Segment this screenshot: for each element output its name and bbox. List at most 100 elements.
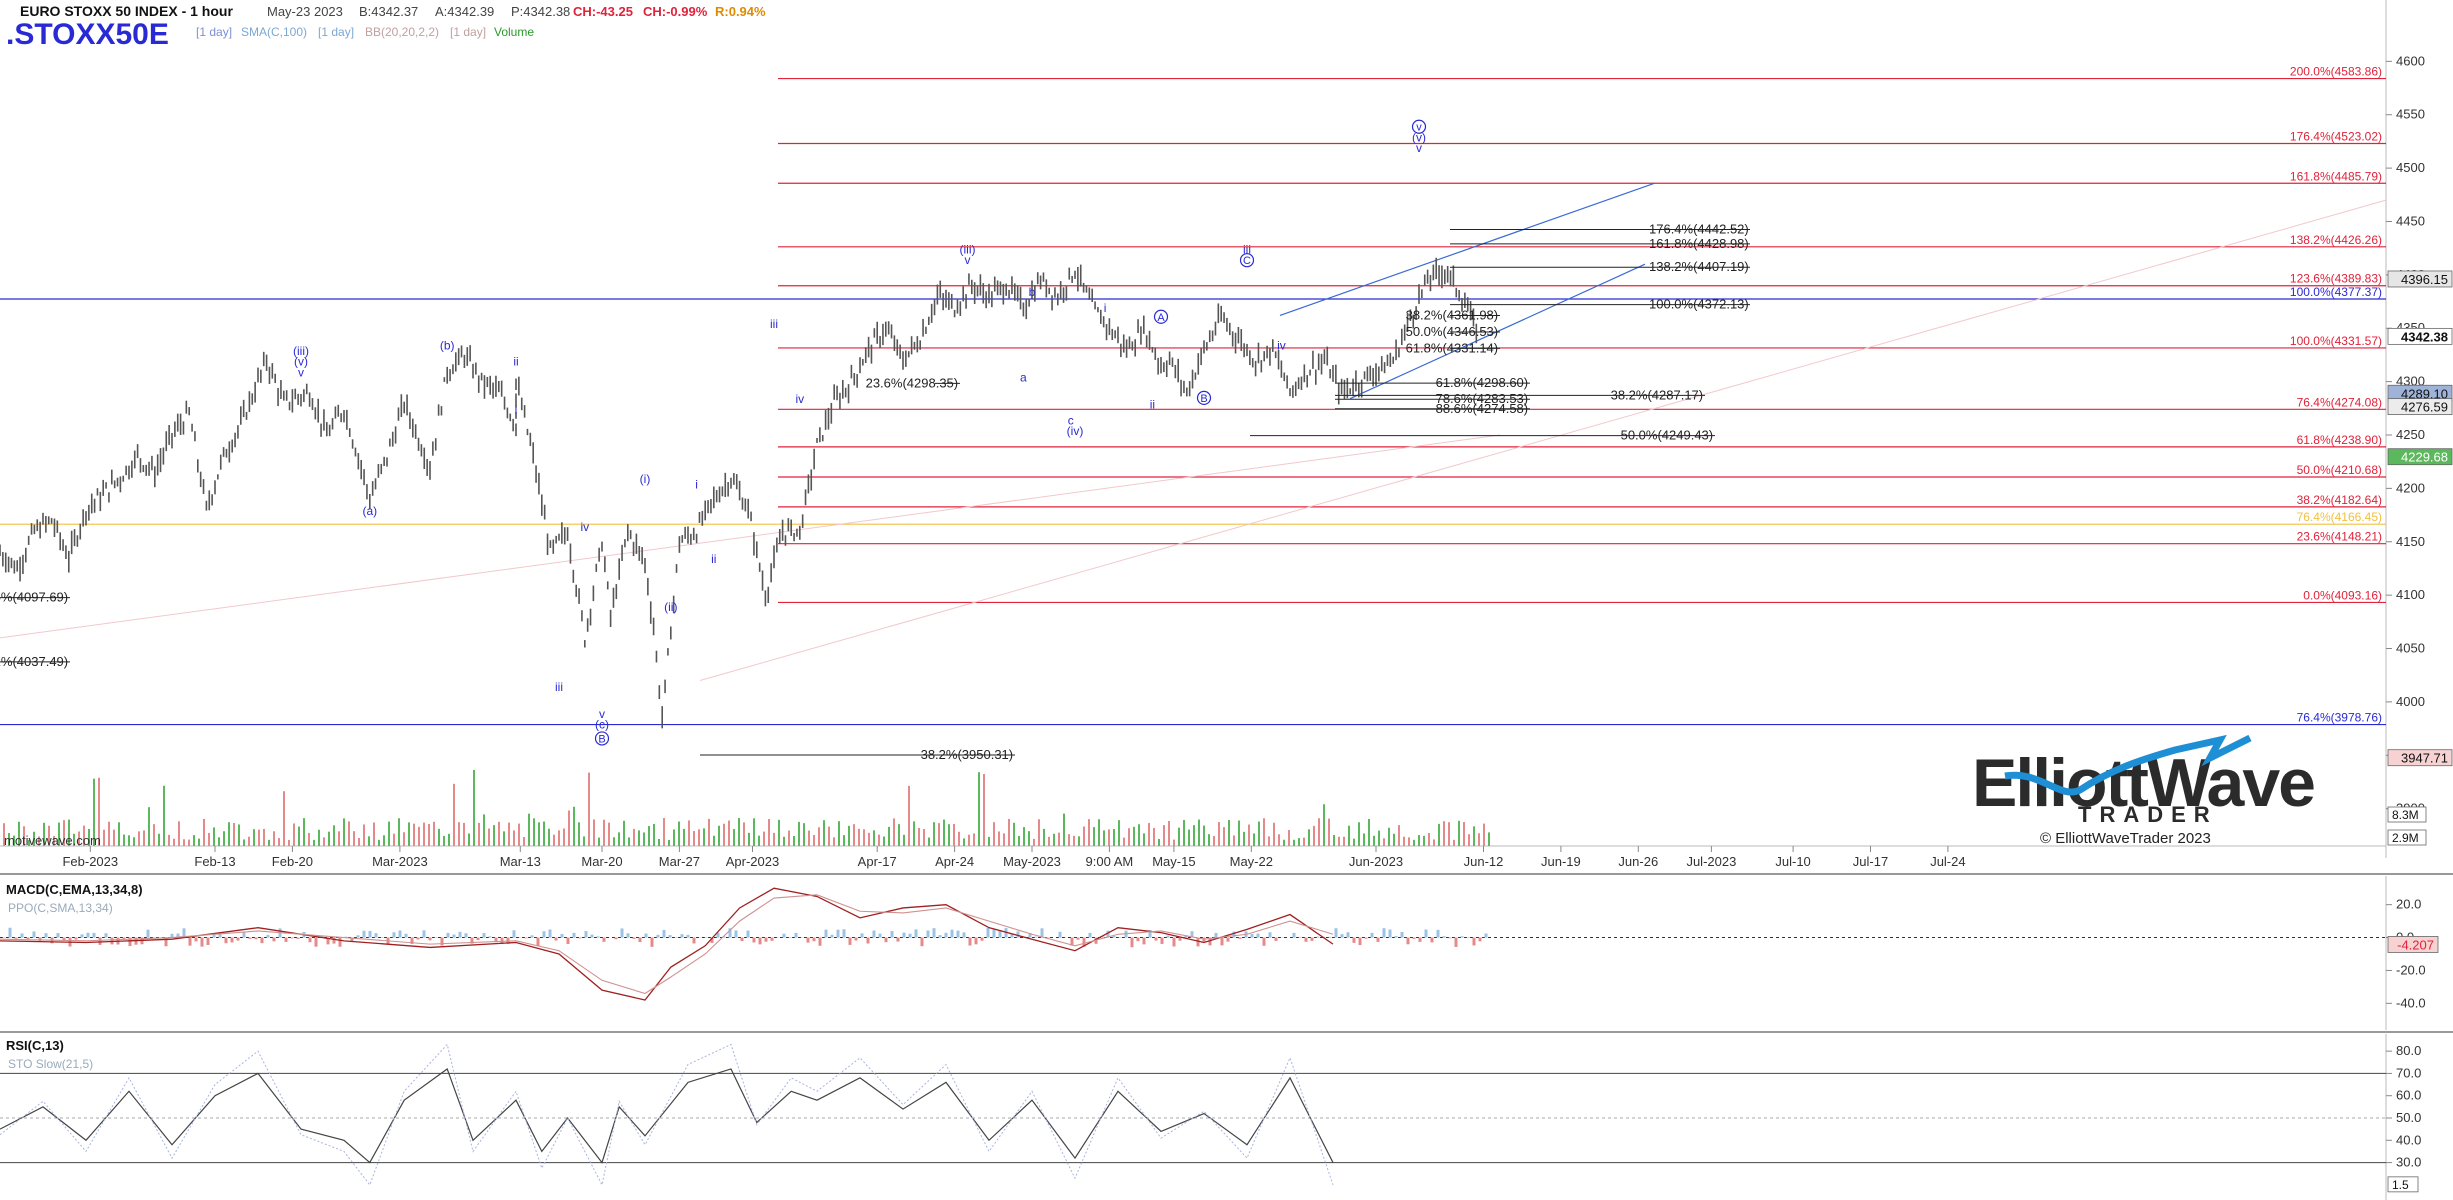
- fib-level-label: 123.6%(4389.83): [2290, 272, 2382, 286]
- price-axis-tick-label: 4600: [2396, 53, 2425, 68]
- wave-label: iii: [555, 680, 563, 694]
- date-axis: Feb-2023 Feb-13 Feb-20 Mar-2023 Mar-13 Mar-20…: [62, 846, 1966, 869]
- wave-label: c: [1068, 413, 1074, 427]
- date-axis-tick-label: Apr-17: [858, 854, 897, 869]
- date-axis-tick-label: Jun-19: [1541, 854, 1581, 869]
- wave-label: iv: [795, 392, 804, 406]
- overlay-label-1: [1 day]: [196, 25, 232, 39]
- wave-label: ii: [1150, 397, 1155, 411]
- header-date: May-23 2023: [267, 4, 343, 19]
- fib-mid-label: 78.6%(4283.53): [1436, 391, 1529, 406]
- volume-badge: 8.3M: [2392, 808, 2419, 822]
- price-axis-tick-label: 4200: [2396, 480, 2425, 495]
- fib-level-label: 50.0%(4210.68): [2297, 463, 2382, 477]
- header-title: EURO STOXX 50 INDEX - 1 hour: [20, 3, 233, 19]
- wave-label: v: [599, 707, 605, 721]
- price-badge-box: [2387, 749, 2453, 767]
- wave-label: a: [1020, 371, 1027, 385]
- date-axis-tick-label: Mar-27: [659, 854, 700, 869]
- price-badge: 4229.68: [2401, 450, 2448, 465]
- header-bid: B:4342.37: [359, 4, 418, 19]
- date-axis-tick-label: Mar-13: [500, 854, 541, 869]
- fib-mid-label: 38.2%(4037.49): [0, 654, 68, 669]
- price-axis-tick-label: 4000: [2396, 694, 2425, 709]
- price-badge: 4289.10: [2401, 386, 2448, 401]
- date-axis-tick-label: Apr-24: [935, 854, 974, 869]
- date-axis-tick-label: May-15: [1152, 854, 1195, 869]
- price-badge-box: [2387, 448, 2453, 466]
- wave-label: (i): [640, 472, 651, 486]
- overlay-label-3: [1 day]: [318, 25, 354, 39]
- rsi-line: [0, 1068, 1334, 1164]
- wave-label-circle: [1239, 253, 1255, 268]
- wave-label: (ii): [664, 600, 677, 614]
- date-axis-tick-label: Feb-13: [194, 854, 235, 869]
- price-badge: 4276.59: [2401, 400, 2448, 415]
- price-bars: [0, 257, 1478, 729]
- date-axis-tick-label: Mar-2023: [372, 854, 428, 869]
- fib-level-label: 161.8%(4485.79): [2290, 169, 2382, 183]
- wave-label: i: [695, 477, 698, 491]
- symbol-label: .STOXX50E: [6, 18, 169, 51]
- rsi-axis-tick-label: 50.0: [2396, 1110, 2421, 1125]
- wave-label-circle: [1153, 309, 1169, 324]
- price-badge-box: [2387, 398, 2453, 416]
- date-axis-tick-label: Feb-2023: [62, 854, 118, 869]
- fib-mid-label: 138.2%(4407.19): [1649, 259, 1749, 274]
- sma-line-2: [0, 434, 1501, 639]
- wave-label: A: [1157, 312, 1165, 324]
- wave-label: v: [1416, 141, 1422, 155]
- macd-panel: 20.00.0-20.0-40.0-4.207: [0, 887, 2439, 1010]
- wave-label: (c): [595, 718, 609, 732]
- channel-lower-line: [1349, 263, 1646, 400]
- fib-mid-label: 50.0%(4249.43): [1621, 428, 1714, 443]
- elliottwave-logo: ElliottWave TRADER © ElliottWaveTrader 2…: [1972, 734, 2316, 847]
- price-axis-tick-label: 4550: [2396, 107, 2425, 122]
- wave-label: C: [1243, 255, 1251, 267]
- fib-level-label: 176.4%(4523.02): [2290, 130, 2382, 144]
- macd-badge: -4.207: [2397, 937, 2434, 952]
- wave-label: ii: [513, 355, 518, 369]
- volume-bars: [3, 770, 1490, 846]
- wave-label: (a): [362, 504, 377, 518]
- wave-label-circle: [594, 731, 610, 746]
- date-axis-tick-label: Jun-2023: [1349, 854, 1403, 869]
- price-badge: 4396.15: [2401, 272, 2448, 287]
- price-badge-box: [2387, 270, 2453, 288]
- price-axis-tick-label: 4150: [2396, 534, 2425, 549]
- trend-channel-lines: [0, 182, 2387, 682]
- sma-line: [699, 199, 2387, 682]
- wave-label: iv: [580, 520, 589, 534]
- wave-label: B: [1200, 393, 1207, 405]
- fib-level-label: 0.0%(4093.16): [2303, 588, 2382, 602]
- date-axis-tick-label: 9:00 AM: [1086, 854, 1134, 869]
- logo-line2: TRADER: [2078, 802, 2218, 827]
- wave-label: B: [598, 733, 605, 745]
- fib-level-label: 138.2%(4426.26): [2290, 233, 2382, 247]
- wave-label: (v): [1412, 130, 1426, 144]
- macd-line: [0, 887, 1334, 1001]
- rsi-subtitle: STO Slow(21,5): [8, 1057, 93, 1071]
- date-axis-tick-label: Jul-24: [1930, 854, 1965, 869]
- fib-level-label: 76.4%(4166.45): [2297, 510, 2382, 524]
- header-ask: A:4342.39: [435, 4, 494, 19]
- macd-axis-tick-label: -40.0: [2396, 995, 2426, 1010]
- fib-mid-label: 38.2%(4361.98): [1406, 307, 1499, 322]
- date-axis-tick-label: May-22: [1230, 854, 1273, 869]
- price-axis-tick-label: 4500: [2396, 160, 2425, 175]
- watermark-left: motivewave.com: [4, 833, 101, 848]
- wave-label: i: [515, 403, 518, 417]
- wave-label: (iii): [293, 344, 309, 358]
- wave-label: (b): [440, 339, 455, 353]
- rsi-badge: 1.5: [2392, 1178, 2409, 1192]
- rsi-axis-tick-label: 70.0: [2396, 1065, 2421, 1080]
- macd-subtitle: PPO(C,SMA,13,34): [8, 901, 113, 915]
- fib-mid-label: 23.6%(4097.69): [0, 590, 68, 605]
- fib-level-label: 23.6%(4148.21): [2297, 530, 2382, 544]
- rsi-axis-tick-label: 80.0: [2396, 1043, 2421, 1058]
- rsi-panel: 80.0 70.0 60.0 50.0 40.0 30.0 1.5: [0, 1043, 2421, 1193]
- header-change: CH:-43.25: [573, 4, 633, 19]
- date-axis-tick-label: Jul-10: [1775, 854, 1810, 869]
- date-axis-tick-label: Mar-20: [581, 854, 622, 869]
- price-axis-tick-label: 4050: [2396, 641, 2425, 656]
